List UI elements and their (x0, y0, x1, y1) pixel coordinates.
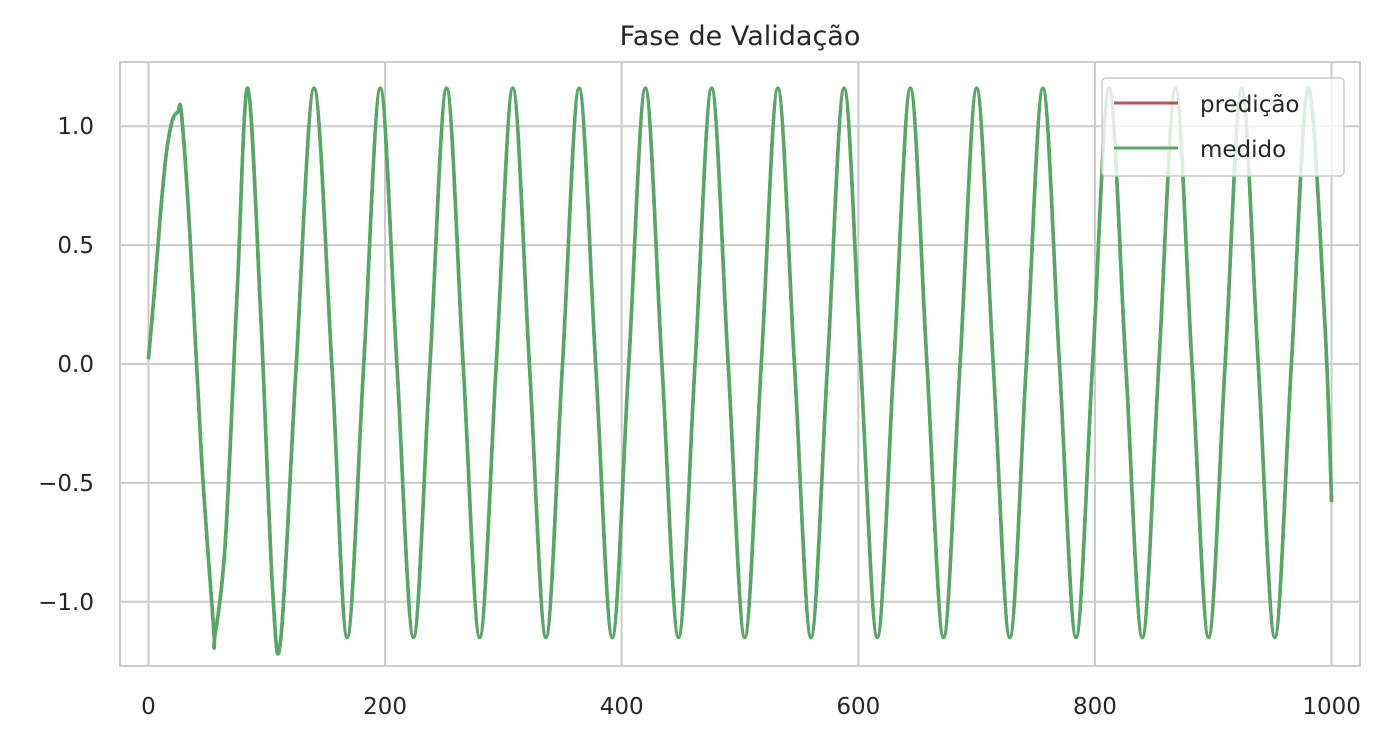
series-layer (146, 86, 1334, 656)
x-tick-label: 1000 (1302, 694, 1361, 720)
series-line-medido (146, 86, 1334, 656)
y-tick-label: 0.0 (57, 352, 94, 378)
x-tick-label: 600 (836, 694, 880, 720)
x-tick-label: 0 (141, 694, 156, 720)
y-tick-label: 1.0 (57, 114, 94, 140)
y-axis-ticks: 1.0 0.5 0.0 −0.5 −1.0 (38, 114, 94, 616)
x-tick-label: 800 (1073, 694, 1117, 720)
plot-frame (119, 61, 1361, 667)
x-tick-label: 400 (600, 694, 644, 720)
y-tick-label: 0.5 (57, 233, 94, 259)
y-tick-label: −0.5 (38, 471, 94, 497)
legend: predição medido (1101, 77, 1345, 177)
chart-title: Fase de Validação (620, 21, 861, 52)
x-axis-ticks: 0 200 400 600 800 1000 (141, 694, 1361, 720)
x-tick-label: 200 (363, 694, 407, 720)
legend-label-medido: medido (1200, 137, 1286, 163)
y-tick-label: −1.0 (38, 590, 94, 616)
legend-label-predicao: predição (1200, 92, 1300, 118)
